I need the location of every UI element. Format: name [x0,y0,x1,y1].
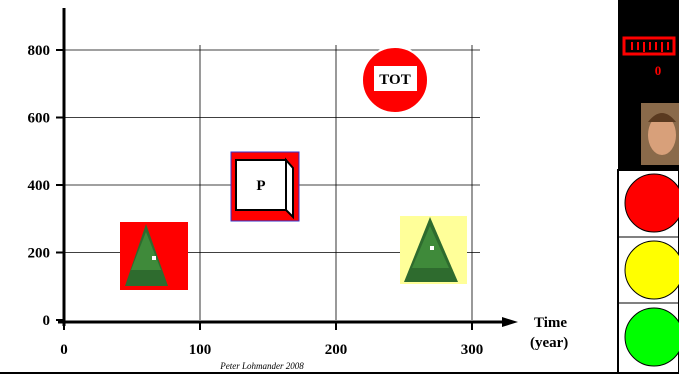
y-tick-label: 400 [28,178,51,194]
y-tick-label: 600 [28,111,51,127]
tree-yellow-tile[interactable] [400,216,467,284]
x-tick-label: 100 [189,342,212,358]
tot-button[interactable]: TOT [362,47,428,113]
portrait [641,103,679,165]
green-light[interactable] [625,308,679,366]
side-panel: 0 [618,0,679,373]
y-tick-label: 200 [28,246,51,262]
x-axis-label: Time [534,315,567,331]
x-tick-label: 0 [60,342,68,358]
yellow-light[interactable] [625,241,679,299]
tot-label: TOT [379,72,410,88]
red-light[interactable] [625,174,679,232]
p-box[interactable]: P [231,152,299,221]
x-tick-label: 200 [325,342,348,358]
credit: Peter Lohmander 2008 [219,361,304,371]
x-axis-arrow [502,317,518,327]
tree-red-tile[interactable] [120,222,188,290]
scene: Time (year) Peter Lohmander 2008 P TOT 0 [0,0,679,376]
counter-value: 0 [655,63,662,78]
y-tick-label: 800 [28,43,51,59]
y-tick-label: 0 [43,313,51,329]
p-label: P [256,178,265,194]
x-tick-label: 300 [461,342,484,358]
x-axis-label: (year) [530,335,568,351]
